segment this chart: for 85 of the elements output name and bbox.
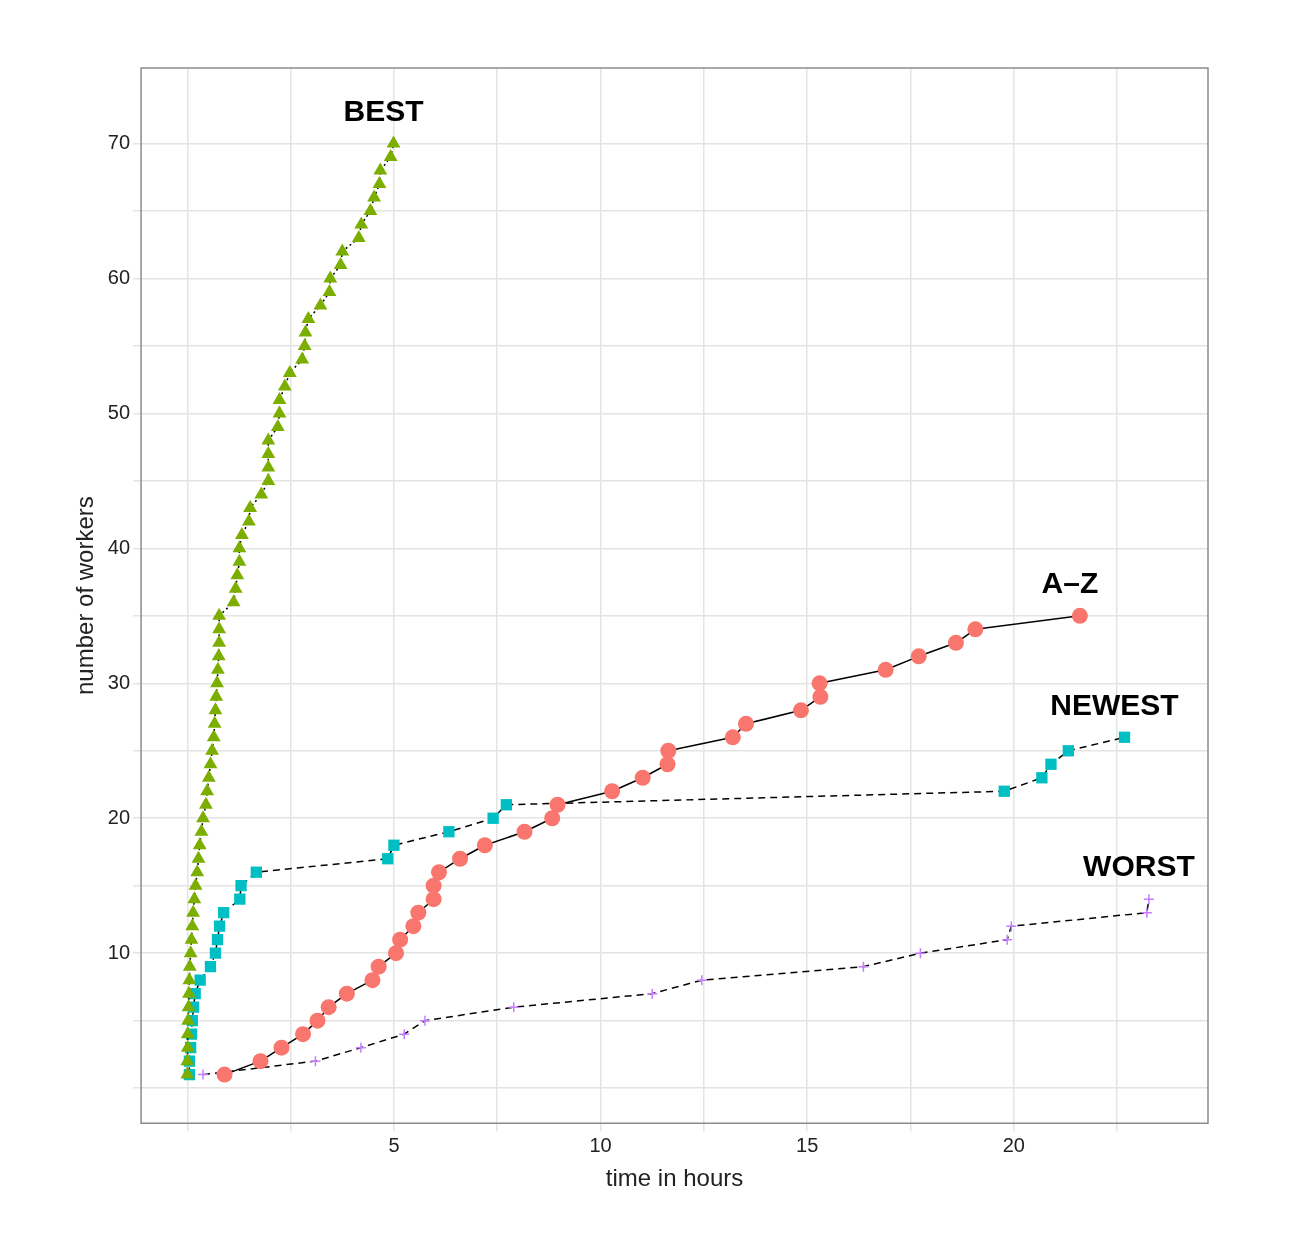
point xyxy=(419,1014,431,1027)
point xyxy=(910,648,927,665)
point xyxy=(1071,607,1088,624)
point xyxy=(646,987,658,1000)
y-axis-title: number of workers xyxy=(71,496,99,695)
point xyxy=(811,675,828,692)
point xyxy=(487,812,499,824)
y-tick-label: 20 xyxy=(107,805,131,828)
point xyxy=(500,799,512,811)
point xyxy=(218,907,230,919)
point xyxy=(309,1012,326,1029)
point xyxy=(388,945,405,962)
series-label: A–Z xyxy=(1041,566,1099,600)
point xyxy=(659,756,676,773)
series-label: NEWEST xyxy=(1050,687,1179,721)
point xyxy=(947,634,964,651)
x-tick-label: 15 xyxy=(796,1133,819,1156)
point xyxy=(738,715,755,732)
point xyxy=(320,999,337,1016)
point xyxy=(309,1055,322,1067)
point xyxy=(516,823,533,840)
point xyxy=(1045,758,1057,770)
point xyxy=(392,931,409,948)
series-label: BEST xyxy=(343,93,424,127)
point xyxy=(1062,745,1074,757)
point xyxy=(213,920,226,932)
point xyxy=(216,1066,233,1083)
point xyxy=(204,961,217,973)
point xyxy=(476,837,493,854)
point xyxy=(410,904,427,921)
point xyxy=(443,826,455,838)
series-label: WORST xyxy=(1083,849,1195,883)
point xyxy=(425,891,442,908)
point xyxy=(211,934,224,946)
point xyxy=(209,947,222,959)
x-tick-label: 10 xyxy=(589,1133,612,1156)
point xyxy=(388,839,400,851)
point xyxy=(1143,893,1155,905)
point xyxy=(1036,772,1048,784)
point xyxy=(877,661,894,678)
y-tick-label: 70 xyxy=(107,131,131,154)
point xyxy=(370,958,387,975)
point xyxy=(452,850,469,867)
point xyxy=(857,960,870,973)
x-tick-label: 5 xyxy=(388,1133,400,1156)
y-tick-label: 30 xyxy=(107,670,131,693)
point xyxy=(355,1041,367,1054)
point xyxy=(792,702,809,719)
point xyxy=(660,742,677,759)
point xyxy=(430,864,447,881)
point xyxy=(967,621,984,638)
y-tick-label: 60 xyxy=(107,266,131,289)
point xyxy=(549,796,566,813)
point xyxy=(197,1068,209,1081)
point xyxy=(634,769,651,786)
point xyxy=(295,1026,312,1043)
point xyxy=(405,918,422,935)
point xyxy=(696,974,708,986)
point xyxy=(914,947,927,959)
y-tick-label: 10 xyxy=(107,940,131,963)
point xyxy=(235,880,247,892)
point xyxy=(382,853,394,865)
point xyxy=(998,785,1010,797)
point xyxy=(338,985,355,1002)
point xyxy=(1005,920,1018,932)
point xyxy=(724,729,741,746)
point xyxy=(194,974,206,986)
point xyxy=(273,1039,290,1056)
x-axis-title: time in hours xyxy=(605,1164,744,1192)
y-tick-label: 40 xyxy=(107,535,131,558)
point xyxy=(250,866,262,878)
point xyxy=(234,893,246,905)
point xyxy=(425,877,442,894)
x-tick-label: 20 xyxy=(1002,1133,1025,1156)
point xyxy=(604,783,621,800)
point xyxy=(1001,933,1013,946)
point xyxy=(398,1028,411,1040)
point xyxy=(544,810,561,827)
point xyxy=(252,1053,269,1070)
point xyxy=(508,1001,520,1013)
point xyxy=(1141,906,1153,919)
y-tick-label: 50 xyxy=(107,400,131,423)
point xyxy=(364,972,381,989)
point xyxy=(812,688,829,705)
point xyxy=(1118,731,1131,743)
